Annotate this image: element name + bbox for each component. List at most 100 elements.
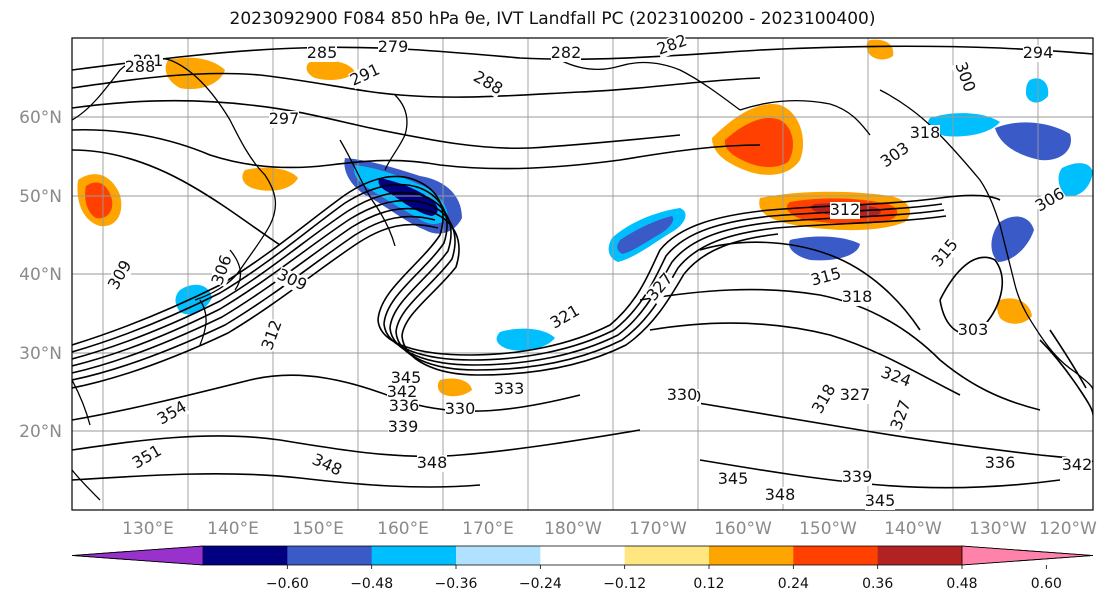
contour-label-bg [910, 125, 940, 142]
contour-label-bg [865, 493, 895, 510]
contour-label: 348 [765, 485, 796, 504]
contour-label: 339 [842, 467, 873, 486]
contour-label: 312 [830, 200, 861, 219]
contour-label: 330 [445, 399, 476, 418]
contour-label-bg [125, 59, 155, 76]
orange-patch-6 [437, 378, 472, 397]
colorbar-tick-label: −0.60 [266, 576, 309, 592]
contour-label-bg [269, 111, 299, 128]
orange-patch-4 [866, 39, 894, 60]
contour-label-bg [765, 487, 795, 504]
lon-label: 150°E [292, 519, 344, 539]
contour-label-bg [667, 387, 697, 404]
contour-label-bg [548, 302, 583, 333]
colorbar-tick-label: −0.24 [519, 576, 562, 592]
colorbar-outline [71, 545, 1094, 566]
contour-label-bg [105, 258, 136, 293]
blue-patch-4 [995, 122, 1071, 161]
contour-label: 294 [1023, 43, 1054, 62]
contour-label-bg [1033, 185, 1068, 216]
contour-label: 342 [1062, 455, 1093, 474]
contour-label: 330 [667, 385, 698, 404]
colorbar-tick-label: 0.24 [778, 576, 809, 592]
colorbar [71, 545, 1094, 566]
colorbar-tick-label: −0.36 [435, 576, 478, 592]
red-patch [724, 118, 793, 168]
blue-jet-core-patch [617, 216, 674, 254]
lon-label: 160°E [377, 519, 429, 539]
contour-label: 279 [378, 37, 409, 56]
contour-label-bg [958, 322, 988, 339]
lon-label: 130°E [122, 519, 174, 539]
contour-label-bg [644, 270, 677, 305]
lon-label: 120°W [1039, 519, 1097, 539]
colorbar-segment [624, 546, 710, 565]
colorbar-tick-label: −0.12 [603, 576, 646, 592]
blue-patch-9 [496, 328, 555, 351]
contour-label-bg [494, 381, 524, 398]
map-frame [71, 37, 1094, 511]
contour-label-bg [655, 32, 690, 59]
contour-label: 342 [387, 382, 418, 401]
lat-label: 30°N [19, 344, 62, 364]
contour-label-bg [840, 387, 870, 404]
contour-label-bg [445, 401, 475, 418]
contour-label: 303 [958, 320, 989, 339]
contour-label-bg [809, 265, 843, 290]
lat-label: 60°N [19, 108, 62, 128]
contour-label: 336 [389, 396, 420, 415]
contour-label-bg [929, 236, 962, 271]
contour-label-bg [130, 442, 165, 473]
lat-label: 50°N [19, 187, 62, 207]
contour-label-bg [348, 61, 383, 90]
contour-label-bg [388, 419, 418, 436]
contour-label-bg [307, 45, 337, 62]
longitude-labels: 130°E 140°E 150°E 160°E 170°E 180°W 170°… [122, 519, 1097, 539]
contour-label: 327 [840, 385, 871, 404]
contour-label-bg [878, 139, 913, 171]
contour-label: 348 [417, 453, 448, 472]
lon-label: 150°W [799, 519, 857, 539]
blue-patch-3 [928, 113, 1000, 137]
contour-label-bg [551, 45, 581, 62]
contour-label: 297 [269, 109, 300, 128]
colorbar-tick-labels: −0.60 −0.48 −0.36 −0.24 −0.12 0.12 0.24 0.36 0.4… [266, 565, 1062, 592]
colorbar-tick-label: 0.48 [946, 576, 977, 592]
contour-label-bg [470, 68, 505, 99]
orange-patch-3 [306, 60, 355, 80]
contour-label: 282 [551, 43, 582, 62]
blue-patch-6 [1058, 163, 1093, 197]
colorbar-segment [287, 546, 373, 565]
contour-label: 339 [388, 417, 419, 436]
colorbar-segment [203, 546, 288, 565]
lon-label: 140°E [207, 519, 259, 539]
contour-label: 345 [865, 491, 896, 510]
contour-label-bg [830, 202, 860, 219]
blue-patch-8 [175, 284, 212, 315]
contour-label-bg [951, 60, 978, 95]
red-patch-w [85, 182, 113, 219]
contour-label-bg [1062, 457, 1092, 474]
contour-label: 318 [910, 123, 941, 142]
colorbar-segment [540, 546, 626, 565]
colorbar-tick-label: 0.60 [1031, 576, 1062, 592]
colorbar-segment [793, 546, 879, 565]
contour-label: 333 [494, 379, 525, 398]
lon-label: 180°W [544, 519, 602, 539]
contour-label: 318 [842, 287, 873, 306]
contour-label-bg [389, 398, 419, 415]
colorbar-segment [371, 546, 457, 565]
lon-label: 130°W [969, 519, 1027, 539]
contour-label-bg [155, 398, 190, 429]
contour-label-bg [842, 289, 872, 306]
latitude-labels: 60°N 50°N 40°N 30°N 20°N [19, 108, 62, 442]
contour-label-bg [259, 318, 286, 353]
contour-label: 336 [985, 453, 1016, 472]
lon-label: 170°W [629, 519, 687, 539]
contour-label: 288 [125, 57, 156, 76]
lon-label: 170°E [462, 519, 514, 539]
colorbar-tick-label: −0.48 [350, 576, 393, 592]
contour-label-bg [209, 253, 236, 288]
contour-label-bg [809, 382, 840, 417]
